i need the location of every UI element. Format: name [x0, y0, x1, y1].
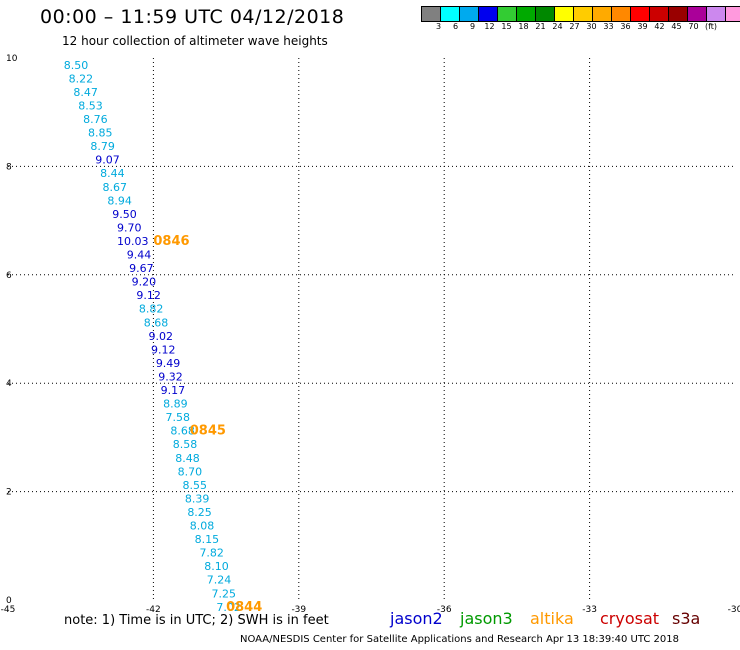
data-point-label: 8.67 — [103, 181, 128, 194]
legend-label: 21 — [535, 22, 546, 31]
data-point-label: 9.17 — [161, 384, 186, 397]
data-point-label: 9.67 — [129, 262, 154, 275]
data-point-label: 8.44 — [100, 167, 125, 180]
data-point-label: 9.20 — [132, 276, 157, 289]
data-point-label: 9.50 — [112, 208, 137, 221]
y-tick-label: 2 — [6, 488, 12, 498]
legend-label: 30 — [586, 22, 597, 31]
color-scale-legend — [421, 6, 740, 22]
data-point-label: 8.47 — [73, 86, 98, 99]
legend-label: 45 — [671, 22, 682, 31]
data-point-label: 8.15 — [195, 533, 220, 546]
legend-swatch — [725, 6, 740, 22]
data-point-label: 8.70 — [178, 465, 203, 478]
data-point-label: 8.25 — [187, 506, 212, 519]
data-point-label: 9.02 — [149, 330, 174, 343]
data-point-label: 8.79 — [90, 140, 115, 153]
legend-label: 18 — [518, 22, 529, 31]
legend-label: 15 — [501, 22, 512, 31]
data-point-label: 8.94 — [107, 194, 131, 207]
data-point-label: 8.76 — [83, 113, 108, 126]
data-point-label: 8.58 — [173, 438, 198, 451]
legend-label: 36 — [620, 22, 631, 31]
chart-title: 00:00 – 11:59 UTC 04/12/2018 — [40, 6, 345, 28]
data-point-label: 8.48 — [175, 452, 200, 465]
data-point-label: 7.82 — [199, 547, 224, 560]
data-point-label: 9.12 — [151, 343, 176, 356]
data-point-label: 8.22 — [69, 72, 94, 85]
satellite-s3a: s3a — [672, 609, 701, 628]
y-tick-label: 10 — [6, 54, 18, 64]
data-point-label: 7.24 — [207, 574, 232, 587]
data-point-label: 8.68 — [144, 316, 169, 329]
chart-subtitle: 12 hour collection of altimeter wave hei… — [62, 34, 328, 48]
satellite-altika: altika — [530, 609, 574, 628]
data-point-label: 8.85 — [88, 127, 113, 140]
data-point-label: 9.70 — [117, 221, 142, 234]
legend-label: 9 — [469, 22, 476, 31]
x-tick-label: -33 — [582, 605, 597, 615]
y-tick-label: 0 — [6, 596, 12, 606]
legend-label: 24 — [552, 22, 563, 31]
data-point-label: 9.32 — [158, 370, 183, 383]
legend-label: 42 — [654, 22, 665, 31]
x-tick-label: -45 — [1, 605, 16, 615]
time-annotation: 0844 — [226, 600, 262, 615]
legend-label: 27 — [569, 22, 580, 31]
data-point-label: 7.58 — [166, 411, 191, 424]
color-scale-labels: 3 6 9 12 15 18 21 24 27 30 33 36 39 42 45 70 (ft) — [421, 22, 717, 31]
legend-label: 6 — [452, 22, 459, 31]
legend-label: 33 — [603, 22, 614, 31]
x-tick-label: -36 — [437, 605, 452, 615]
data-point-label: 9.49 — [156, 357, 181, 370]
data-point-label: 10.03 — [117, 235, 149, 248]
data-point-label: 7.25 — [212, 587, 237, 600]
x-tick-label: -42 — [146, 605, 161, 615]
data-point-label: 8.89 — [163, 398, 188, 411]
y-tick-label: 6 — [6, 271, 12, 281]
legend-label: 39 — [637, 22, 648, 31]
data-point-label: 8.39 — [185, 492, 210, 505]
legend-label: 3 — [435, 22, 442, 31]
data-point-label: 9.12 — [136, 289, 161, 302]
x-tick-label: -39 — [291, 605, 306, 615]
data-point-label: 8.55 — [182, 479, 207, 492]
data-point-label: 8.82 — [139, 303, 164, 316]
time-annotation: 0845 — [190, 424, 226, 439]
data-point-label: 8.10 — [204, 560, 229, 573]
data-point-label: 8.50 — [64, 59, 88, 72]
satellite-jason2: jason2 — [390, 609, 443, 628]
time-annotation: 0846 — [153, 234, 189, 249]
y-tick-label: 4 — [6, 379, 12, 389]
satellite-jason3: jason3 — [460, 609, 513, 628]
satellite-cryosat: cryosat — [600, 609, 660, 628]
data-point-label: 8.68 — [170, 425, 195, 438]
legend-label: 12 — [484, 22, 495, 31]
credit-line: NOAA/NESDIS Center for Satellite Applica… — [240, 634, 679, 645]
data-point-label: 8.08 — [190, 520, 215, 533]
data-point-label: 9.44 — [127, 249, 152, 262]
legend-label: 70 — [688, 22, 699, 31]
y-tick-label: 8 — [6, 162, 12, 172]
data-point-label: 9.07 — [95, 154, 120, 167]
x-tick-label: -30 — [728, 605, 740, 615]
data-point-label: 8.53 — [78, 99, 103, 112]
data-point-label: 7.02 — [216, 601, 241, 614]
legend-unit: (ft) — [705, 22, 718, 31]
footer-note: note: 1) Time is in UTC; 2) SWH is in fe… — [64, 613, 329, 628]
